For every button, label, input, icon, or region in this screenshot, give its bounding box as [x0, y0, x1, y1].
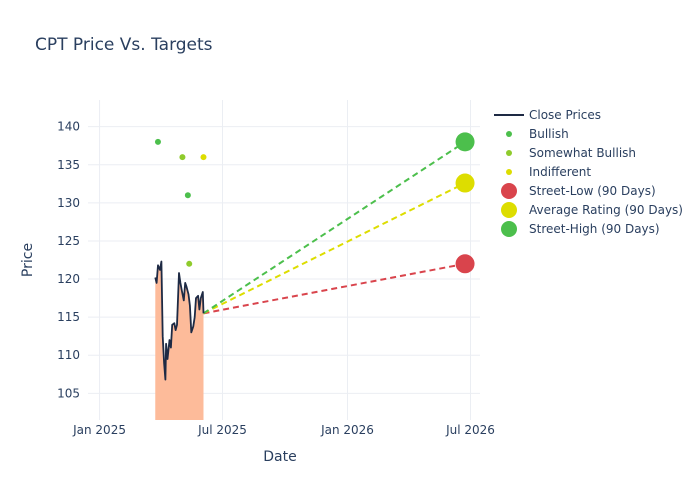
x-tick-label: Jan 2025 [72, 423, 126, 437]
close-price-path [154, 260, 205, 381]
y-tick-label: 115 [57, 310, 80, 324]
legend: Close Prices Bullish Somewhat Bullish Indif… [494, 108, 683, 237]
rating-point [186, 260, 193, 267]
plot-area [88, 100, 480, 420]
target-markers [455, 132, 475, 274]
legend-label: Street-Low (90 Days) [529, 184, 656, 198]
legend-label: Street-High (90 Days) [529, 222, 660, 236]
rating-point [200, 154, 207, 161]
legend-dot-swatch [506, 131, 512, 137]
target-lines [202, 141, 466, 315]
rating-point [184, 192, 191, 199]
target-marker [455, 173, 475, 193]
y-axis-ticks: 105 110 115 120 125 130 135 140 [57, 120, 80, 401]
legend-label: Somewhat Bullish [529, 146, 636, 160]
legend-marker-swatch [501, 202, 517, 218]
grid-lines [88, 100, 480, 420]
target-marker [455, 254, 475, 274]
y-tick-label: 120 [57, 272, 80, 286]
legend-label: Indifferent [529, 165, 591, 179]
y-tick-label: 140 [57, 120, 80, 134]
y-tick-label: 130 [57, 196, 80, 210]
y-tick-label: 105 [57, 386, 80, 400]
legend-dot-swatch [506, 169, 512, 175]
close-area [155, 261, 204, 420]
y-axis-title: Price [20, 243, 36, 277]
y-tick-label: 125 [57, 234, 80, 248]
target-line [203, 262, 466, 315]
y-tick-label: 110 [57, 348, 80, 362]
legend-dot-swatch [506, 150, 512, 156]
x-axis-ticks: Jan 2025 Jul 2025 Jan 2026 Jul 2026 [72, 423, 495, 437]
x-axis-title: Date [263, 449, 296, 465]
rating-point [154, 138, 161, 145]
rating-points [154, 138, 207, 267]
x-tick-label: Jan 2026 [320, 423, 374, 437]
close-area-fill [155, 261, 204, 420]
target-line [203, 182, 466, 315]
target-marker [455, 132, 475, 152]
plot-background [88, 100, 480, 420]
legend-marker-swatch [501, 183, 517, 199]
legend-marker-swatch [501, 221, 517, 237]
legend-label: Bullish [529, 127, 569, 141]
chart-title: CPT Price Vs. Targets [35, 35, 213, 55]
rating-point [179, 154, 186, 161]
legend-label: Close Prices [529, 108, 601, 122]
close-price-line [154, 260, 205, 381]
y-tick-label: 135 [57, 158, 80, 172]
x-tick-label: Jul 2025 [197, 423, 247, 437]
target-line [202, 141, 466, 315]
x-tick-label: Jul 2026 [445, 423, 495, 437]
legend-label: Average Rating (90 Days) [529, 203, 683, 217]
